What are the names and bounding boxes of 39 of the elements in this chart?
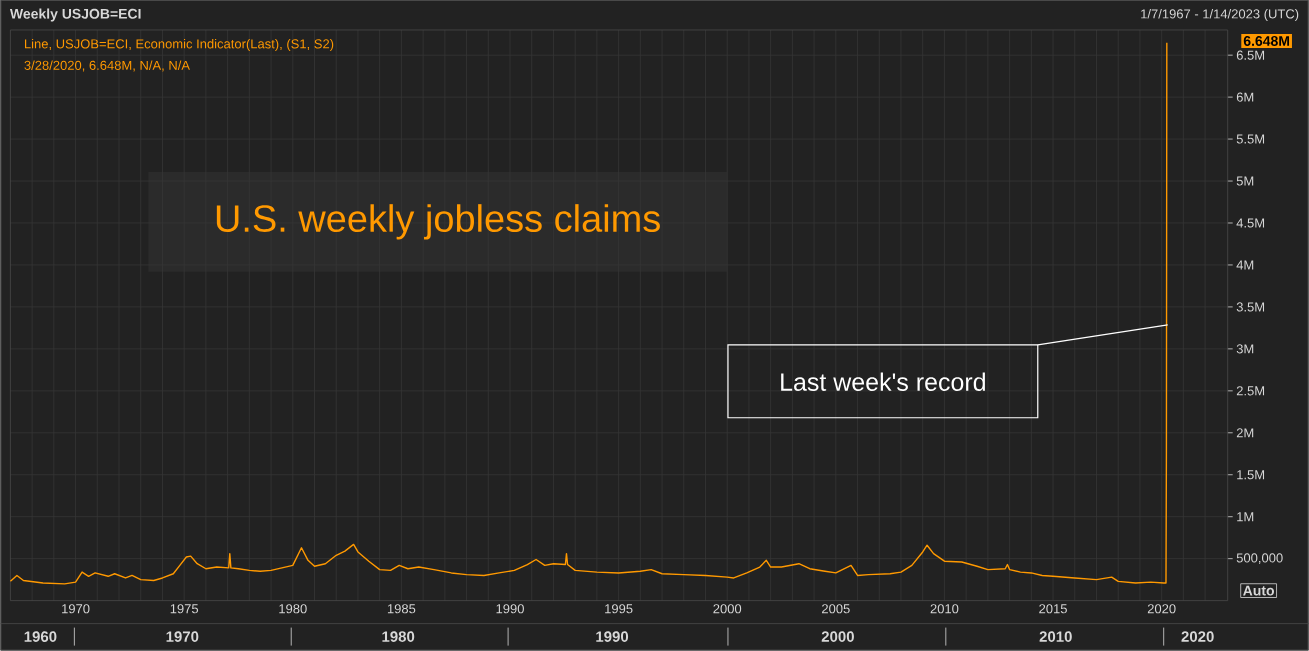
- text: 2000: [821, 631, 854, 643]
- text: 2010: [1039, 631, 1072, 643]
- text: 1990: [596, 631, 629, 643]
- y-tick-label: 2M: [1236, 428, 1254, 438]
- y-tick-label: 4.5M: [1236, 218, 1265, 228]
- text: Auto: [1243, 585, 1275, 596]
- y-tick-label: 2.5M: [1236, 386, 1265, 396]
- text: 2020: [1181, 631, 1214, 643]
- x-tick-label: 1980: [279, 604, 307, 614]
- y-tick-label: 6.5M: [1236, 50, 1265, 60]
- annotation: Last week's record: [781, 372, 985, 392]
- text: 1/7/1967 - 1/14/2023 (UTC): [1141, 9, 1299, 22]
- chart-subtitle: Weekly USJOB=ECI: [9, 8, 141, 22]
- annotation: Line, USJOB=ECI, Economic Indicator(Last), (S1, S2): [24, 39, 334, 52]
- x-tick-label: 1995: [605, 604, 633, 614]
- x-tick-label: 2020: [1147, 604, 1176, 614]
- y-tick-label: 500,000: [1236, 553, 1283, 565]
- text: U.S. weekly jobless claims: [216, 204, 660, 240]
- x-tick-label: 1990: [496, 604, 524, 614]
- y-tick-label: 1M: [1237, 512, 1254, 522]
- y-tick-label: 6M: [1236, 92, 1254, 102]
- x-tick-label: 2000: [713, 604, 742, 614]
- y-tick-label: 5M: [1236, 176, 1254, 186]
- y-tick-label: 1.5M: [1237, 470, 1265, 480]
- text: 1970: [166, 631, 199, 643]
- y-tick-label: 5.5M: [1236, 134, 1265, 144]
- x-tick-label: 1970: [62, 604, 90, 614]
- x-tick-label: 2015: [1039, 604, 1067, 614]
- x-tick-label: 1975: [170, 604, 199, 614]
- text: 1960: [24, 631, 57, 643]
- y-tick-label: 3M: [1236, 344, 1254, 354]
- y-tick-label: 3.5M: [1236, 302, 1265, 312]
- text: 1980: [382, 631, 415, 643]
- text: 6.648M: [1243, 36, 1290, 47]
- x-tick-label: 2010: [930, 604, 959, 614]
- x-tick-label: 2005: [822, 604, 850, 614]
- x-tick-label: 1985: [387, 604, 416, 614]
- y-tick-label: 4M: [1236, 260, 1254, 270]
- annotation: 3/28/2020, 6.648M, N/A, N/A: [24, 60, 190, 72]
